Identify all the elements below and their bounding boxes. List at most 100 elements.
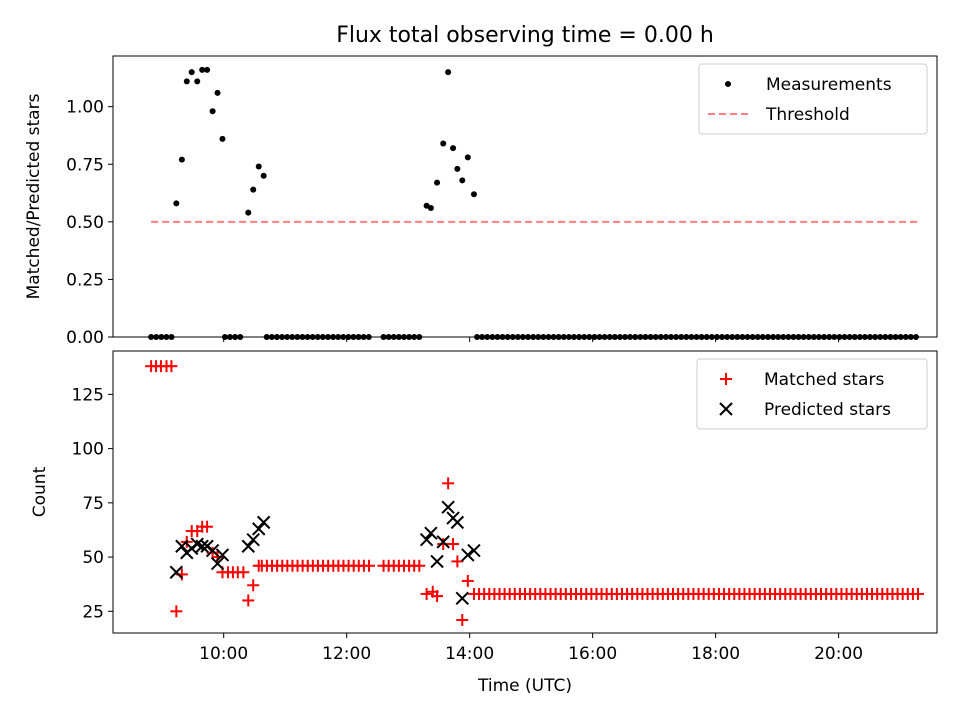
data-point	[413, 559, 426, 572]
data-point	[194, 78, 201, 85]
legend-item: Matched stars	[720, 370, 884, 390]
data-point	[252, 522, 266, 536]
marker-stroke	[424, 526, 438, 540]
data-point	[256, 515, 271, 530]
data-point	[260, 172, 267, 179]
plot-frame	[112, 350, 938, 634]
data-point	[362, 559, 375, 572]
marker-stroke	[455, 591, 469, 605]
y-tick-label: 125	[72, 385, 104, 405]
y-axis-label: Matched/Predicted stars	[24, 93, 44, 299]
data-point	[455, 591, 469, 605]
data-point	[720, 373, 732, 385]
marker-stroke	[450, 515, 465, 530]
y-tick-label: 1.00	[66, 98, 104, 118]
marker-stroke	[419, 533, 434, 547]
data-point	[459, 177, 466, 184]
legend-item: Predicted stars	[719, 400, 891, 420]
marker-stroke	[246, 533, 260, 547]
data-point	[461, 574, 474, 587]
legend-label: Measurements	[766, 75, 892, 95]
legend: Measurements Threshold	[698, 63, 928, 135]
y-tick-label: 0.00	[66, 328, 104, 348]
marker-stroke	[205, 543, 220, 558]
legend: Matched stars Predicted stars	[696, 358, 928, 430]
data-point	[173, 200, 180, 207]
data-point	[447, 538, 460, 551]
data-point	[165, 360, 178, 373]
data-point	[199, 66, 206, 73]
marker-stroke	[461, 548, 475, 562]
data-point	[183, 78, 190, 85]
x-tick-label: 14:00	[445, 644, 494, 664]
data-point	[245, 209, 252, 216]
data-point	[246, 533, 260, 547]
marker-stroke	[256, 515, 271, 530]
data-point	[442, 477, 455, 490]
data-point	[175, 539, 189, 553]
data-point	[242, 594, 255, 607]
data-point	[195, 539, 209, 553]
marker-stroke	[241, 539, 255, 553]
y-tick-label: 0.25	[66, 270, 104, 290]
data-point	[430, 554, 444, 569]
data-point	[170, 605, 183, 618]
marker-stroke	[215, 548, 230, 562]
data-point	[461, 548, 475, 562]
y-axis-label: Count	[30, 466, 50, 517]
marker-stroke	[169, 565, 184, 579]
data-point	[450, 145, 457, 152]
chart-title: Flux total observing time = 0.00 h	[336, 23, 714, 48]
series-matched-stars	[145, 360, 924, 626]
marker-stroke	[719, 402, 733, 416]
y-tick-label: 0.75	[66, 155, 104, 175]
data-point	[424, 526, 438, 540]
data-point	[420, 587, 433, 600]
marker-stroke	[441, 500, 455, 514]
x-tick-label: 10:00	[199, 644, 248, 664]
legend-label: Threshold	[765, 105, 850, 125]
data-point	[719, 402, 733, 416]
marker-stroke	[467, 543, 481, 558]
data-point	[470, 191, 477, 198]
bottom-panel: 25 50 75 100 125 10:00 12:00 14:00 16:00 18:00 20:…	[30, 350, 938, 696]
legend-item: Measurements	[725, 75, 892, 95]
top-panel: 0.00 0.25 0.50 0.75 1.00 Matched/Predicted st…	[24, 55, 938, 348]
data-point	[247, 579, 260, 592]
data-point	[464, 154, 471, 161]
marker-stroke	[252, 522, 266, 536]
legend-label: Predicted stars	[764, 400, 891, 420]
data-point	[911, 587, 924, 600]
series-predicted-stars	[169, 500, 481, 605]
data-point	[241, 539, 255, 553]
data-point	[188, 69, 195, 76]
data-point	[210, 556, 225, 571]
data-point	[178, 156, 185, 163]
data-point	[445, 69, 452, 76]
data-point	[214, 89, 221, 96]
data-point	[204, 66, 211, 73]
data-point	[169, 565, 184, 579]
x-tick-label: 20:00	[814, 644, 863, 664]
x-tick-label: 16:00	[568, 644, 617, 664]
y-tick-label: 75	[82, 494, 104, 514]
data-point	[436, 535, 450, 549]
x-axis-label: Time (UTC)	[477, 676, 572, 696]
legend-box	[698, 63, 928, 135]
marker-stroke	[210, 556, 225, 571]
data-point	[441, 500, 455, 514]
data-point	[427, 205, 434, 212]
data-point	[440, 140, 447, 147]
legend-item: Threshold	[708, 105, 850, 125]
data-point	[219, 135, 226, 142]
x-tick-label: 18:00	[691, 644, 740, 664]
x-tick-label: 12:00	[322, 644, 371, 664]
data-point	[215, 548, 230, 562]
data-point	[250, 186, 257, 193]
y-tick-label: 0.50	[66, 213, 104, 233]
data-point	[725, 81, 731, 87]
plot-frame	[112, 55, 938, 338]
marker-stroke	[175, 539, 189, 553]
data-point	[237, 566, 250, 579]
